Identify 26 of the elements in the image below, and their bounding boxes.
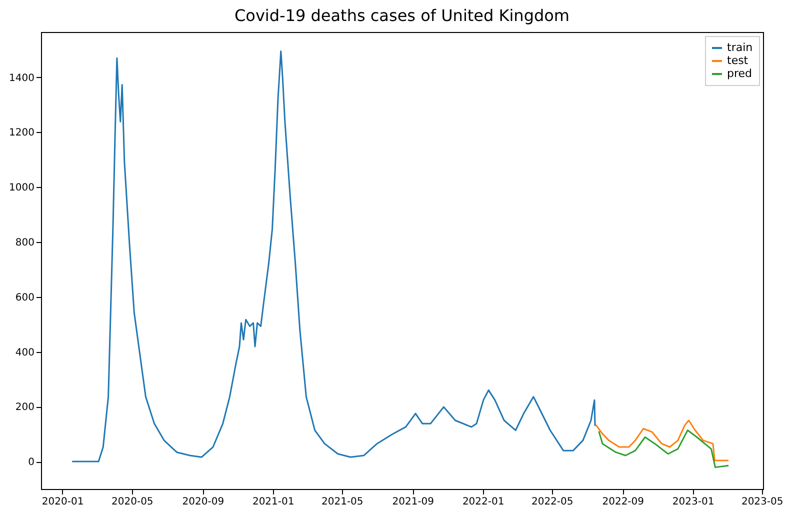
x-tick-label: 2020-01 (42, 496, 84, 508)
x-tick-label: 2021-05 (321, 496, 364, 508)
x-tick-label: 2020-05 (112, 496, 154, 508)
line-series (598, 430, 729, 468)
x-tick-label: 2023-05 (741, 496, 784, 508)
y-tick-label: 200 (15, 402, 34, 414)
chart-title: Covid-19 deaths cases of United Kingdom (234, 6, 570, 25)
y-tick-label: 800 (15, 237, 34, 248)
y-tick-label: 1200 (9, 128, 34, 139)
x-tick-label: 2021-01 (252, 496, 294, 508)
x-tick-label: 2022-05 (531, 496, 574, 508)
x-tick-label: 2021-09 (392, 496, 434, 508)
y-tick-label: 600 (15, 292, 34, 304)
x-tick-label: 2022-09 (602, 496, 644, 508)
x-tick-label: 2023-01 (672, 496, 714, 508)
y-tick-label: 1000 (9, 182, 34, 194)
y-tick-label: 400 (15, 347, 34, 358)
x-tick-label: 2020-09 (182, 496, 224, 508)
line-series (595, 420, 729, 462)
legend-label: train (727, 41, 753, 54)
y-tick-label: 1400 (9, 72, 34, 84)
y-tick-label: 0 (28, 457, 34, 468)
x-tick-label: 2022-01 (462, 496, 504, 508)
legend-label: test (727, 54, 749, 67)
legend-label: pred (727, 67, 752, 80)
line-series (72, 50, 596, 462)
